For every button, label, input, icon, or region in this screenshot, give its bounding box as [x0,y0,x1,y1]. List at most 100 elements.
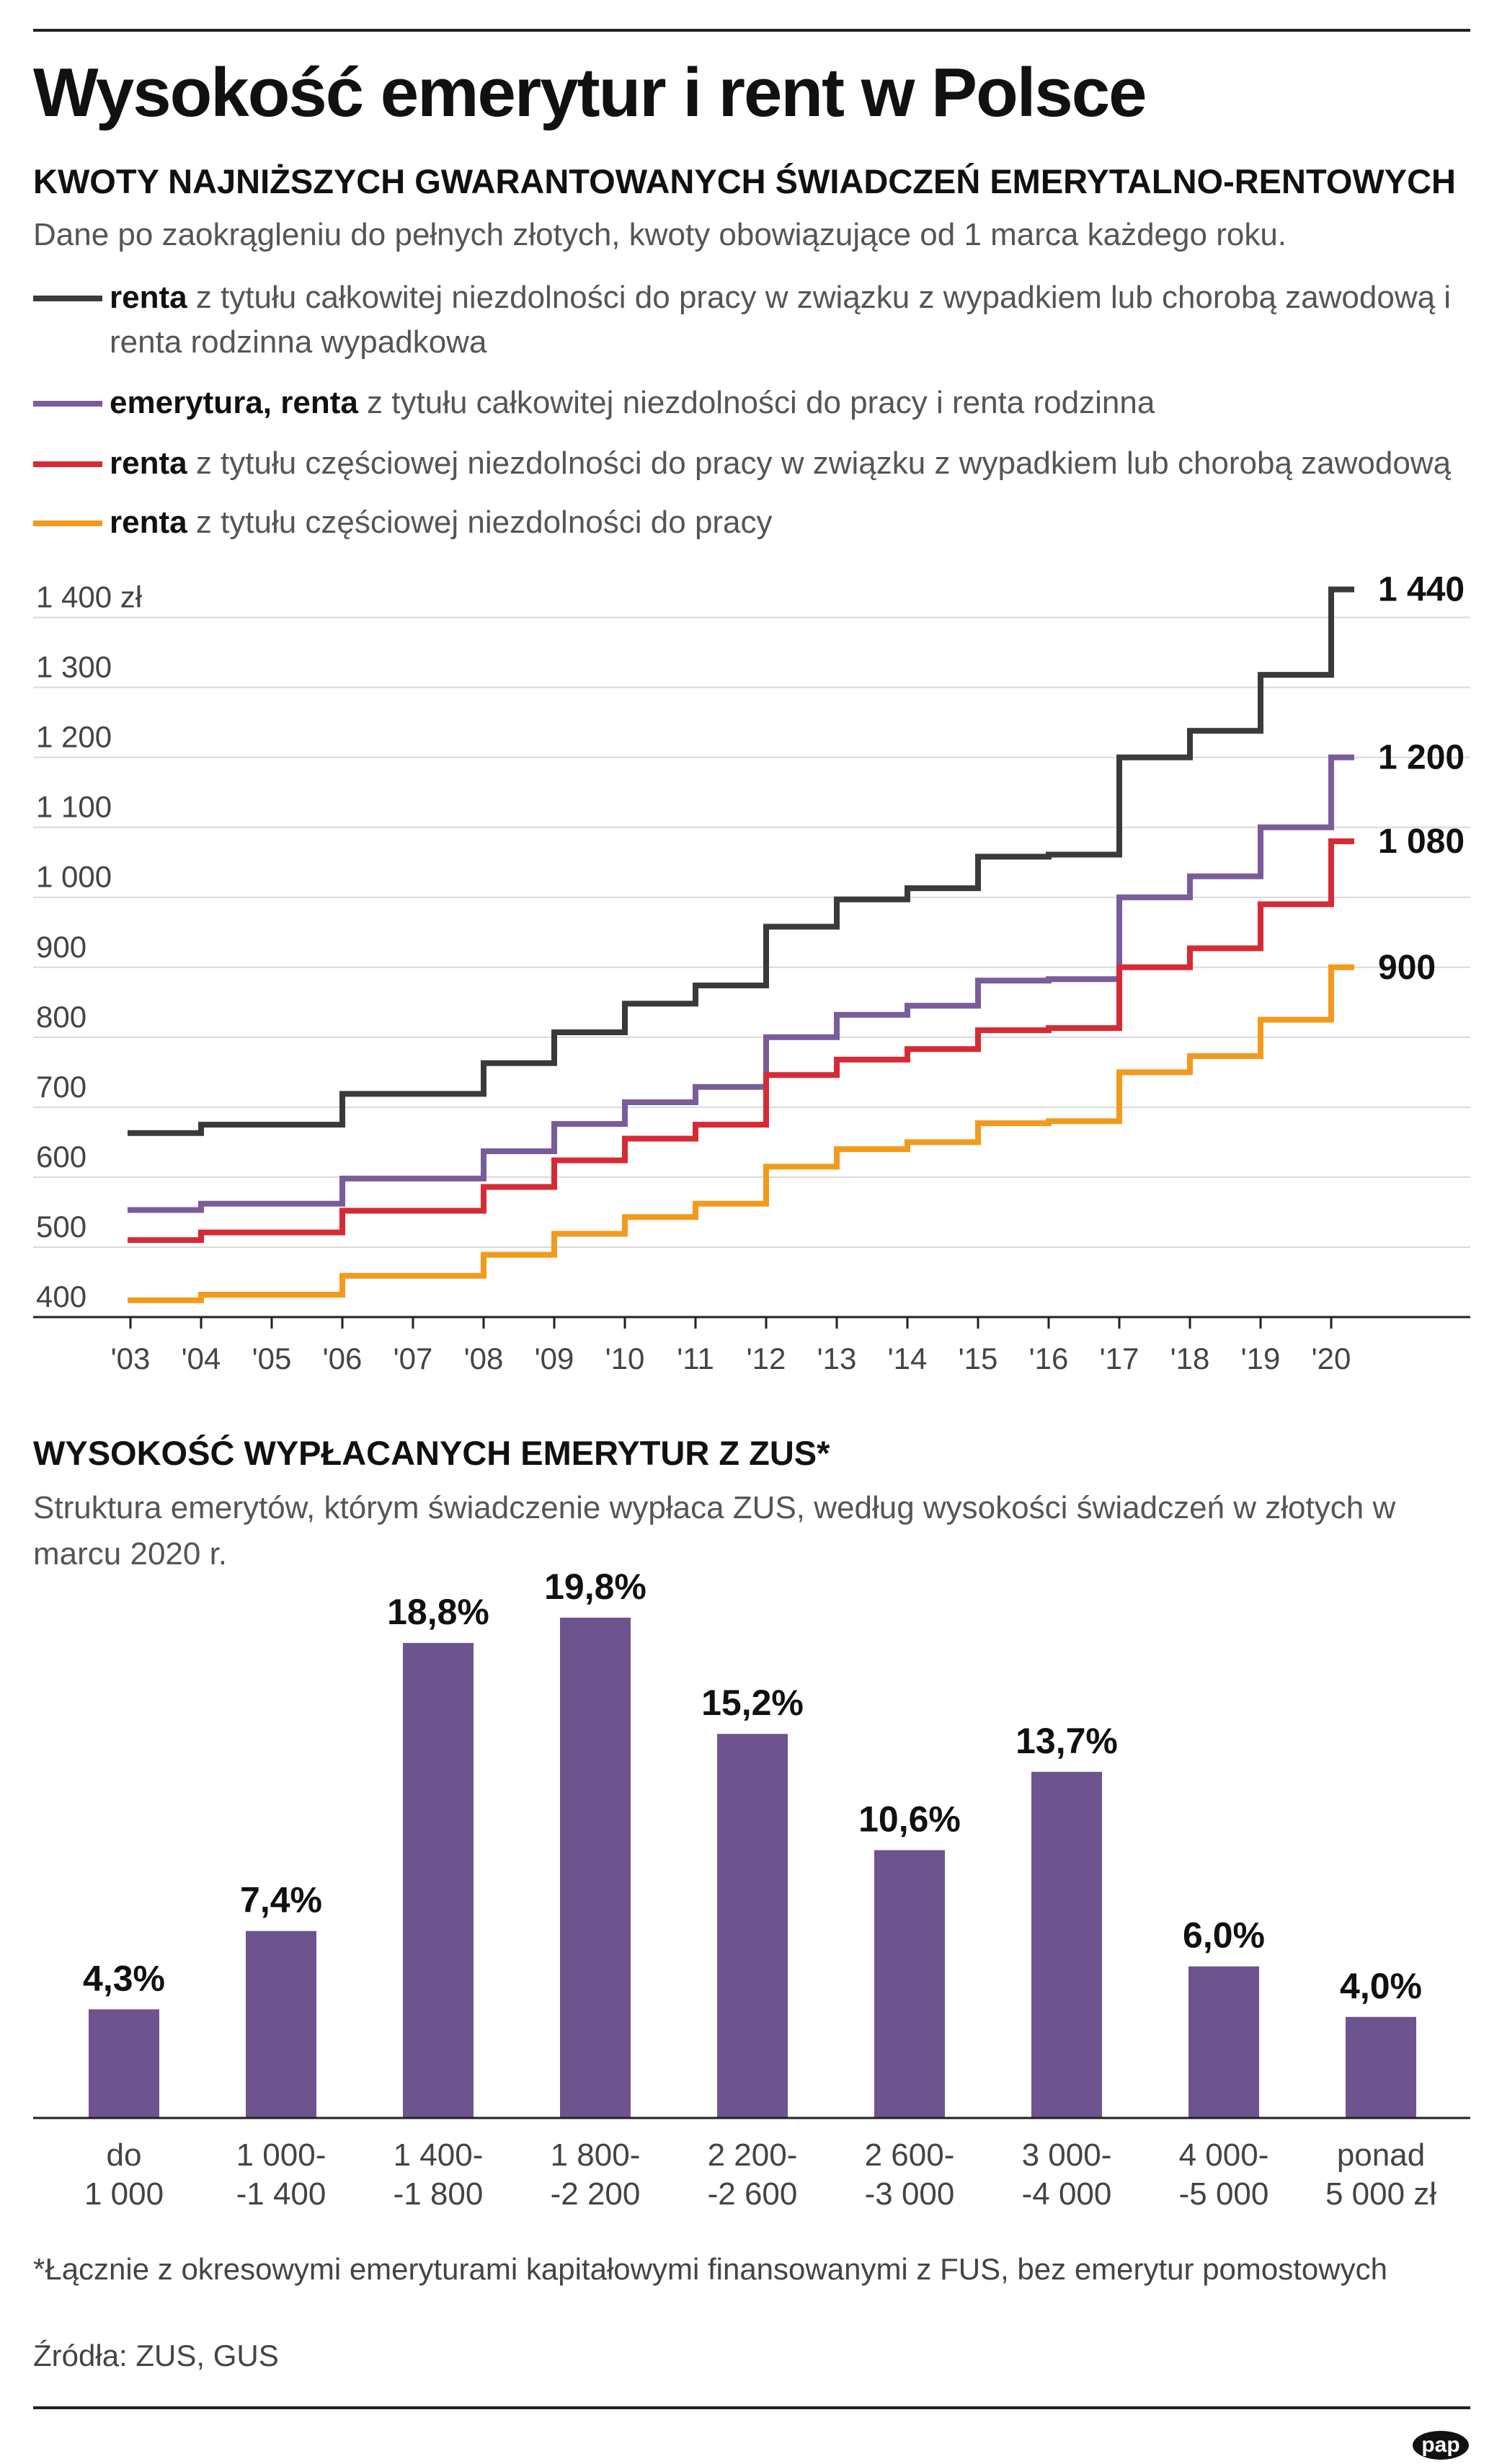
bar-chart: 4,3% do1 000 7,4% 1 000--1 400 18,8% 1 400--1… [33,1566,1470,2212]
page-title: Wysokość emerytur i rent w Polsce [33,54,1147,131]
section2-subtitle: Struktura emerytów, którym świadczenie w… [33,1490,1396,1572]
bar [560,1618,631,2118]
pap-logo: pap [1413,2431,1469,2460]
bar [246,1931,316,2118]
bar-category-label: -1 800 [394,2176,484,2212]
bar-value-label: 7,4% [240,1880,322,1920]
legend-swatch-black [33,296,102,301]
x-tick-label: '16 [1029,1342,1069,1375]
x-tick-label: '17 [1100,1342,1139,1375]
x-tick-label: '13 [817,1342,857,1375]
bar-value-label: 19,8% [544,1566,646,1607]
legend-swatch-red [33,461,102,467]
bar-value-label: 6,0% [1183,1915,1265,1956]
legend-bold: renta [110,505,187,540]
step-line-chart: 1 400 zł 1 300 1 200 1 100 1 000 900 800 700 600… [33,571,1470,1375]
bar-value-label: 4,0% [1340,1966,1422,2006]
x-tick-label: '19 [1241,1342,1281,1375]
bar-category-label: do [107,2137,142,2173]
x-tick-label: '12 [747,1342,786,1375]
bar-category-label: 1 000- [236,2137,326,2173]
bottom-rule [33,2406,1470,2409]
y-tick-label: 600 [36,1140,86,1174]
series-line [128,754,1354,1213]
x-tick-label: '05 [252,1342,292,1375]
bar-category-label: -5 000 [1179,2176,1269,2212]
series-line [128,838,1354,1244]
y-tick-label: 1 100 [36,790,112,824]
legend-text: z tytułu całkowitej niezdolności do prac… [110,280,1452,360]
bar [1188,1966,1259,2118]
legend-item-black: renta z tytułu całkowitej niezdolności d… [33,275,1470,365]
x-tick-label: '07 [394,1342,433,1375]
legend-bold: renta [110,280,187,315]
bar-category-label: -2 200 [551,2176,641,2212]
bar-category-label: 1 400- [394,2137,484,2173]
y-tick-label: 500 [36,1210,86,1244]
legend-text: z tytułu częściowej niezdolności do prac… [187,505,773,540]
section1-subtitle: Dane po zaokrągleniu do pełnych złotych,… [33,217,1287,252]
legend-swatch-orange [33,520,102,526]
legend-swatch-purple [33,401,102,407]
y-tick-label: 1 200 [36,720,112,754]
bar-category-label: 3 000- [1022,2137,1112,2173]
x-tick-label: '14 [888,1342,928,1375]
source: Źródła: ZUS, GUS [33,2339,279,2372]
bar-category-label: 1 800- [551,2137,641,2173]
footnote: *Łącznie z okresowymi emeryturami kapita… [33,2252,1387,2286]
bar-category-label: 2 200- [708,2137,798,2173]
bar-category-label: 1 000 [84,2176,164,2212]
bar-category-label: -4 000 [1022,2176,1112,2212]
y-tick-label: 1 000 [36,860,112,894]
bar-category-label: 2 600- [865,2137,955,2173]
legend-bold: emerytura, renta [110,385,358,420]
bar-category-label: 5 000 zł [1325,2176,1436,2212]
series-end-label: 900 [1378,949,1436,987]
y-tick-label: 900 [36,930,86,964]
x-tick-label: '20 [1312,1342,1351,1375]
bar-value-label: 15,2% [701,1683,804,1723]
section2-heading: WYSOKOŚĆ WYPŁACANYCH EMERYTUR Z ZUS* [33,1434,830,1472]
bar-value-label: 4,3% [83,1958,165,1998]
bar-value-label: 13,7% [1016,1721,1118,1761]
bar-category-label: -1 400 [236,2176,326,2212]
bar-value-label: 10,6% [858,1799,961,1839]
legend-bold: renta [110,446,187,481]
bar-category-label: -2 600 [708,2176,798,2212]
x-tick-label: '15 [959,1342,998,1375]
series-line [128,586,1354,1136]
bar [717,1734,788,2118]
series-line [128,964,1354,1303]
top-rule [33,29,1470,32]
x-tick-label: '11 [677,1342,714,1375]
legend-item-orange: renta z tytułu częściowej niezdolności d… [33,500,1470,545]
y-tick-label: 400 [36,1280,86,1313]
bar-category-label: 4 000- [1179,2137,1269,2173]
x-tick-label: '03 [111,1342,151,1375]
y-tick-label: 1 400 zł [36,580,143,614]
bar-value-label: 18,8% [387,1592,489,1632]
x-tick-label: '06 [323,1342,363,1375]
series-end-label: 1 200 [1378,739,1465,777]
bar-category-label: -3 000 [865,2176,955,2212]
x-tick-label: '08 [464,1342,504,1375]
legend-text: z tytułu częściowej niezdolności do prac… [187,446,1452,481]
y-tick-label: 700 [36,1070,86,1104]
x-tick-label: '18 [1170,1342,1210,1375]
x-tick-label: '10 [605,1342,645,1375]
x-tick-label: '09 [535,1342,574,1375]
section1-heading: KWOTY NAJNIŻSZYCH GWARANTOWANYCH ŚWIADCZ… [33,162,1456,200]
bar-category-label: ponad [1337,2137,1425,2173]
legend-text: z tytułu całkowitej niezdolności do prac… [357,385,1155,420]
legend-item-red: renta z tytułu częściowej niezdolności d… [33,441,1470,486]
y-tick-label: 1 300 [36,650,112,684]
series-end-label: 1 440 [1378,571,1465,609]
bar [1031,1771,1102,2118]
legend-item-purple: emerytura, renta z tytułu całkowitej nie… [33,381,1470,425]
bar [874,1850,945,2118]
series-end-label: 1 080 [1378,823,1465,861]
bar [403,1643,474,2118]
bar [89,2009,159,2118]
y-tick-label: 800 [36,1000,86,1034]
x-tick-label: '04 [182,1342,221,1375]
